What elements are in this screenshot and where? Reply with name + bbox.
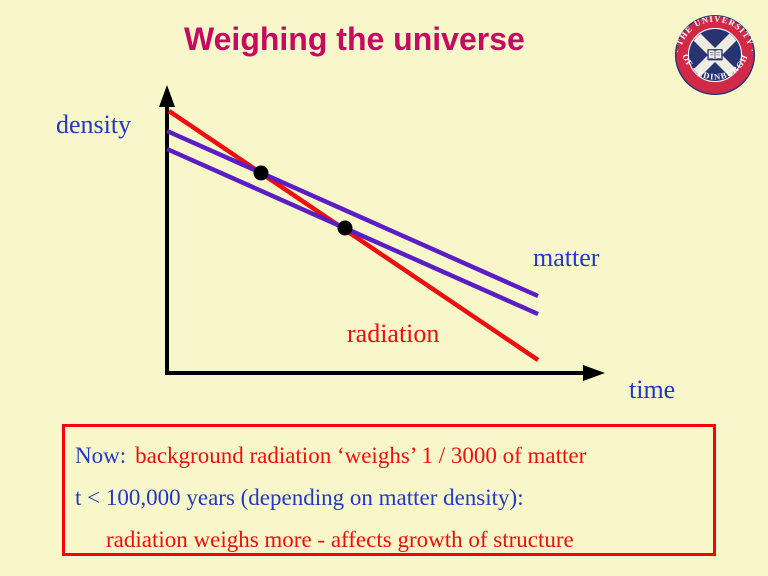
matter-lower-line [166,146,539,317]
equality-dot-2 [337,220,353,236]
y-axis-label: density [56,110,132,139]
radiation-line-label: radiation [347,319,440,348]
x-axis-arrowhead-icon [583,365,605,381]
matter-line-label: matter [533,243,600,272]
slide-title: Weighing the universe [184,21,525,57]
open-book-icon [707,49,723,61]
equality-dot-1 [253,165,269,181]
university-of-edinburgh-logo: · THE UNIVERSITY · OF · EDINBURGH [672,14,757,96]
callout-line-2: t < 100,000 years (depending on matter d… [75,485,524,510]
x-axis-label: time [629,375,676,404]
callout-line-1: Now: background radiation ‘weighs’ 1 / 30… [75,435,713,477]
radiation-line [167,109,540,362]
y-axis-arrowhead-icon [159,85,175,107]
matter-upper-line [166,128,539,299]
callout-line-1-body: background radiation ‘weighs’ 1 / 3000 o… [135,443,587,468]
callout-line-1-prefix: Now: [75,443,127,468]
summary-callout-box: Now: background radiation ‘weighs’ 1 / 30… [62,424,716,556]
callout-line-3: radiation weighs more - affects growth o… [106,527,574,552]
